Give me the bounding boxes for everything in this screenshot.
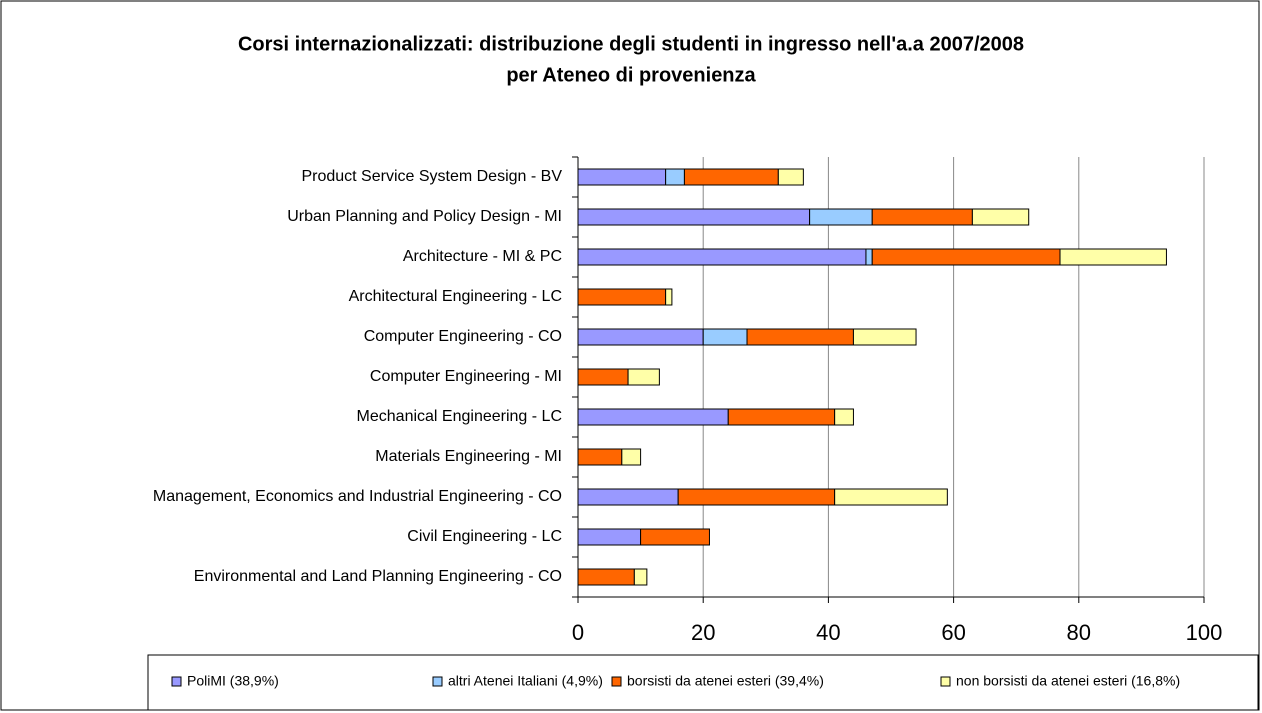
bar-segment xyxy=(577,248,867,266)
x-tick-label: 20 xyxy=(691,620,715,645)
bar-segment xyxy=(627,368,660,386)
bar-segment xyxy=(834,408,854,426)
bar-segment xyxy=(577,448,623,466)
bar-segment xyxy=(702,328,748,346)
bar-segment xyxy=(621,448,642,466)
bar-segment xyxy=(809,208,873,226)
y-tick-label: Civil Engineering - LC xyxy=(407,528,562,545)
bar-segment xyxy=(577,528,642,546)
bar-segment xyxy=(577,288,667,306)
bar-segment xyxy=(727,408,836,426)
bar-segment xyxy=(834,488,948,506)
bar-segment xyxy=(746,328,854,346)
bar-segment xyxy=(577,408,729,426)
bar-segment xyxy=(577,328,704,346)
y-tick-label: Materials Engineering - MI xyxy=(375,448,562,465)
y-tick-label: Architecture - MI & PC xyxy=(403,248,562,265)
bar-segment xyxy=(577,168,667,186)
bar-segment xyxy=(577,488,679,506)
bar-segment xyxy=(577,368,629,386)
x-tick-label: 60 xyxy=(941,620,965,645)
legend-swatch xyxy=(432,676,443,687)
legend-label: non borsisti da atenei esteri (16,8%) xyxy=(956,673,1180,689)
legend-swatch xyxy=(171,676,182,687)
legend-box xyxy=(147,654,1259,711)
legend-swatch xyxy=(611,676,622,687)
bar-segment xyxy=(665,288,673,306)
y-tick-label: Architectural Engineering - LC xyxy=(349,288,562,305)
legend-label: borsisti da atenei esteri (39,4%) xyxy=(627,673,824,689)
bar-segment xyxy=(677,488,836,506)
chart-title: Corsi internazionalizzati: distribuzione… xyxy=(238,33,1024,55)
bar-segment xyxy=(871,208,973,226)
bar-segment xyxy=(640,528,710,546)
bar-segment xyxy=(1059,248,1167,266)
x-tick-label: 0 xyxy=(572,620,584,645)
bar-segment xyxy=(577,568,635,586)
y-tick-label: Mechanical Engineering - LC xyxy=(357,408,562,425)
legend-label: PoliMI (38,9%) xyxy=(187,673,279,689)
y-tick-label: Environmental and Land Planning Engineer… xyxy=(194,568,562,585)
bar-segment xyxy=(777,168,804,186)
y-tick-label: Computer Engineering - MI xyxy=(370,368,562,385)
bar-segment xyxy=(633,568,648,586)
legend-label: altri Atenei Italiani (4,9%) xyxy=(448,673,603,689)
bar-segment xyxy=(665,168,685,186)
y-tick-label: Urban Planning and Policy Design - MI xyxy=(287,208,562,225)
bar-segment xyxy=(577,208,811,226)
x-tick-label: 40 xyxy=(816,620,840,645)
legend-swatch xyxy=(940,676,951,687)
chart-title: per Ateneo di provenienza xyxy=(506,64,756,86)
x-tick-label: 80 xyxy=(1067,620,1091,645)
y-tick-label: Management, Economics and Industrial Eng… xyxy=(153,488,562,505)
y-tick-label: Computer Engineering - CO xyxy=(364,328,562,345)
bar-segment xyxy=(971,208,1030,226)
bar-segment xyxy=(683,168,779,186)
x-tick-label: 100 xyxy=(1186,620,1223,645)
bar-segment xyxy=(865,248,873,266)
y-tick-label: Product Service System Design - BV xyxy=(301,168,562,185)
bar-segment xyxy=(852,328,917,346)
bar-segment xyxy=(871,248,1061,266)
